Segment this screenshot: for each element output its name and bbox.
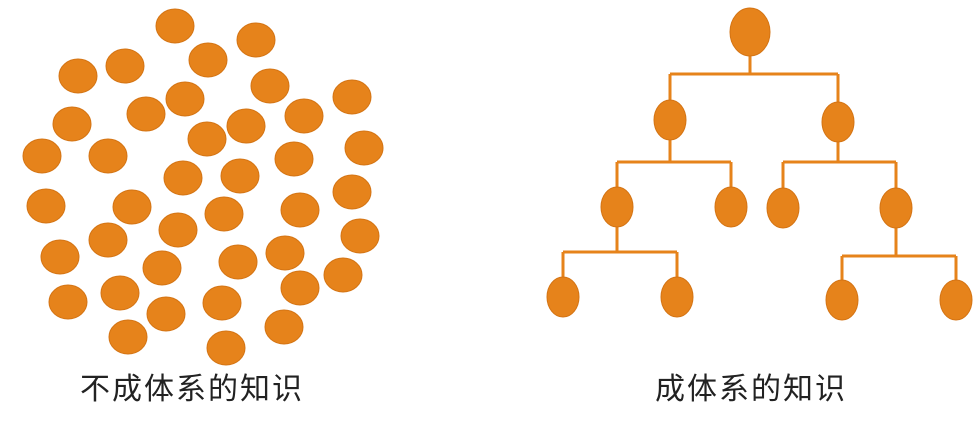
knowledge-dot bbox=[250, 68, 290, 104]
knowledge-dot bbox=[187, 121, 227, 157]
tree-node bbox=[879, 187, 913, 229]
knowledge-dot bbox=[126, 96, 166, 132]
knowledge-dot bbox=[165, 81, 205, 117]
knowledge-dot bbox=[265, 235, 305, 271]
knowledge-dot bbox=[88, 138, 128, 174]
structured-knowledge-tree bbox=[546, 7, 973, 321]
knowledge-dot bbox=[340, 218, 380, 254]
unstructured-knowledge-cluster bbox=[22, 8, 384, 366]
knowledge-dot bbox=[100, 275, 140, 311]
unstructured-knowledge-caption: 不成体系的知识 bbox=[80, 372, 304, 407]
tree-node bbox=[825, 279, 859, 321]
tree-node bbox=[653, 99, 687, 141]
knowledge-dot bbox=[218, 244, 258, 280]
knowledge-dot bbox=[284, 98, 324, 134]
knowledge-dot bbox=[105, 48, 145, 84]
tree-node bbox=[660, 276, 694, 318]
knowledge-dot bbox=[188, 42, 228, 78]
knowledge-dot bbox=[280, 192, 320, 228]
knowledge-dot bbox=[22, 138, 62, 174]
knowledge-dot bbox=[332, 79, 372, 115]
structured-knowledge-caption: 成体系的知识 bbox=[655, 372, 847, 407]
knowledge-dot bbox=[146, 296, 186, 332]
knowledge-dot bbox=[108, 319, 148, 355]
tree-node bbox=[821, 101, 855, 143]
knowledge-dot bbox=[40, 239, 80, 275]
tree-node bbox=[546, 276, 580, 318]
structured-knowledge-connectors bbox=[561, 56, 958, 280]
knowledge-dot bbox=[52, 106, 92, 142]
knowledge-dot bbox=[344, 130, 384, 166]
tree-node bbox=[600, 186, 634, 228]
knowledge-dot bbox=[163, 160, 203, 196]
knowledge-dot bbox=[280, 270, 320, 306]
knowledge-dot bbox=[88, 222, 128, 258]
tree-node bbox=[714, 186, 748, 228]
tree-root-node bbox=[729, 7, 771, 57]
knowledge-dot bbox=[204, 196, 244, 232]
knowledge-dot bbox=[274, 141, 314, 177]
knowledge-dot bbox=[264, 309, 304, 345]
knowledge-dot bbox=[206, 330, 246, 366]
tree-node bbox=[939, 279, 973, 321]
knowledge-dot bbox=[26, 188, 66, 224]
knowledge-dot bbox=[236, 22, 276, 58]
tree-node bbox=[766, 187, 800, 229]
knowledge-dot bbox=[158, 212, 198, 248]
knowledge-dot bbox=[332, 174, 372, 210]
knowledge-dot bbox=[220, 158, 260, 194]
knowledge-dot bbox=[202, 285, 242, 321]
knowledge-dot bbox=[58, 58, 98, 94]
knowledge-dot bbox=[155, 8, 195, 44]
knowledge-dot bbox=[142, 250, 182, 286]
knowledge-dot bbox=[226, 108, 266, 144]
knowledge-dot bbox=[323, 257, 363, 293]
knowledge-dot bbox=[112, 189, 152, 225]
knowledge-dot bbox=[48, 284, 88, 320]
